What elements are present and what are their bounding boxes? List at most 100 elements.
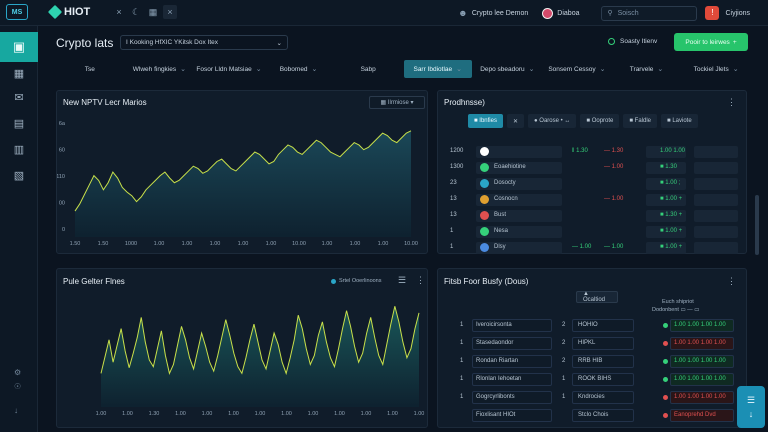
watchlist-row[interactable]: 23 Dosocty ■ 1.00 ; — [446, 178, 742, 191]
range-select[interactable]: ▦ Ilrmiose ▾ — [369, 96, 425, 109]
tab-9[interactable]: Tockiel Jlets ⌄ — [682, 60, 750, 78]
sidebar-item-docs[interactable]: ▤ — [13, 118, 25, 130]
trade-qty: 1 — [562, 394, 566, 400]
watchlist-row[interactable]: 1200 ‖ 1.30 — 1.30 1.00 1.00 — [446, 146, 742, 159]
tab-0[interactable]: Tse — [56, 60, 124, 78]
sidebar-item-mail[interactable]: ✉ — [14, 92, 24, 104]
tool-moon-icon[interactable]: ☾ — [131, 7, 141, 17]
chart-more-icon[interactable]: ⋮ — [416, 275, 425, 285]
mini-pill — [646, 210, 686, 222]
user-menu-1[interactable]: ☻ Crypto lee Demon — [458, 8, 528, 18]
tool-x-icon[interactable]: × — [163, 5, 177, 19]
volume-chart-title: Pule Gelter Flnes — [63, 277, 125, 286]
trade-pair-field[interactable] — [572, 373, 634, 386]
trade-row[interactable]: 1 Rlonlan Iehoetan 1 ROOK BIHS 1.00 1.00 1.0… — [448, 373, 740, 387]
x-tick-label: 1.00 — [210, 241, 221, 247]
watchlist-row[interactable]: 13 Cosnocn — 1.00 ■ 1.00 + — [446, 194, 742, 207]
watchlist-more-icon[interactable]: ⋮ — [727, 97, 736, 107]
floating-menu-button[interactable]: ☰ ↓ — [737, 386, 765, 428]
change-24h: — 1.00 — [604, 244, 624, 250]
tab-2[interactable]: Fosor Lldn Matsiae ⌄ — [195, 60, 263, 78]
sidebar-item-reports[interactable]: ▥ — [13, 144, 25, 156]
watchlist-tool-3[interactable]: ■ Ooprote — [580, 114, 620, 128]
action-pill[interactable] — [694, 146, 738, 158]
mini-pill — [646, 146, 686, 158]
notification-icon[interactable]: ! — [705, 6, 720, 20]
row-number: 23 — [450, 180, 457, 186]
tab-6[interactable]: Depo sbeadoru ⌄ — [474, 60, 542, 78]
watchlist-row[interactable]: 13 Bust ■ 1.30 + — [446, 210, 742, 223]
trade-name: Rlonlan Iehoetan — [476, 376, 522, 382]
tool-close-icon[interactable]: × — [116, 7, 122, 17]
action-pill[interactable] — [694, 194, 738, 206]
tab-8[interactable]: Trarvele ⌄ — [613, 60, 681, 78]
price-value: ■ 1.30 + — [660, 212, 683, 218]
center-filter-button[interactable]: ▲ Ocaltiod — [576, 291, 618, 303]
watchlist-tool-2[interactable]: ● Oarose • ↔ — [528, 114, 577, 128]
action-pill[interactable] — [694, 242, 738, 254]
trade-pair-field[interactable] — [572, 337, 634, 350]
tab-3[interactable]: Bobomed ⌄ — [265, 60, 333, 78]
x-tick-label: 1.00 — [266, 241, 277, 247]
watchlist-row[interactable]: 1300 Eoaehiotine — 1.00 ■ 1.30 — [446, 162, 742, 175]
scrollbar[interactable] — [755, 195, 759, 255]
trade-pair-field[interactable] — [572, 391, 634, 404]
tab-7[interactable]: Sonsem Cessoy ⌄ — [543, 60, 611, 78]
trade-row[interactable]: Fioxlisant HIOt Stclo Chois Eanoprehd Dvd — [448, 409, 740, 423]
price-value: ■ 1.00 + — [660, 244, 683, 250]
app-logo[interactable]: MS — [6, 4, 28, 20]
trade-name-field[interactable] — [472, 337, 552, 350]
action-pill[interactable] — [694, 178, 738, 190]
action-pill[interactable] — [694, 162, 738, 174]
x-tick-label: 1.00 — [387, 411, 398, 417]
chart-menu-icon[interactable]: ☰ — [398, 275, 407, 285]
x-tick-label: 1.00 — [122, 411, 133, 417]
user-3-label[interactable]: Ciyjions — [725, 9, 750, 17]
trade-row[interactable]: 1 Gogrcyrlibonts 1 Kndrocies 1.00 1.00 1.00 … — [448, 391, 740, 405]
trade-name-field[interactable] — [472, 355, 552, 368]
sidebar-item-files[interactable]: ▧ — [13, 170, 25, 182]
settings-icon[interactable]: ⚙ — [14, 368, 22, 377]
sidebar-item-home[interactable]: ▣ — [0, 32, 38, 62]
trade-row[interactable]: 1 Stasedaondor 2 HIPKL 1.00 1.00 1.00 1.00 — [448, 337, 740, 351]
watchlist-tool-0[interactable]: ■ Ibnfies — [468, 114, 503, 128]
tab-5[interactable]: Sarr Ibdiotlae ⌄ — [403, 60, 472, 78]
trade-name-field[interactable] — [472, 373, 552, 386]
trade-pair-field[interactable] — [572, 319, 634, 332]
trade-status-dot-icon — [663, 341, 668, 346]
search-input[interactable]: ⚲ Soisch — [601, 5, 698, 21]
sun-icon[interactable]: ☉ — [14, 382, 22, 391]
x-tick-label: 1.00 — [154, 241, 165, 247]
tool-grid-icon[interactable]: ▦ — [148, 7, 158, 17]
volume-chart: 1.00 1.00 1.30 1.00 1.00 1.00 1.00 1.00 1.00 1.00… — [96, 306, 424, 417]
trade-pair-field[interactable] — [572, 355, 634, 368]
trade-row[interactable]: 1 Rondan Riartan 2 RRB HIB 1.00 1.00 1.00 1.… — [448, 355, 740, 369]
action-pill[interactable] — [694, 210, 738, 222]
sidebar-item-grid[interactable]: ▦ — [13, 68, 25, 80]
y-tick-label: 6a — [59, 121, 66, 127]
trade-name-field[interactable] — [472, 391, 552, 404]
primary-action-button[interactable]: Pooir to leirwes + — [674, 33, 748, 51]
volume-legend: Srtel Ooerlinoons — [331, 278, 382, 284]
download-icon[interactable]: ↓ — [14, 406, 18, 415]
coin-name: Dosocty — [494, 180, 516, 186]
y-tick-label: 110 — [57, 174, 65, 180]
tab-4[interactable]: Sabp — [334, 60, 402, 78]
trade-name-field[interactable] — [472, 319, 552, 332]
watchlist-row[interactable]: 1 Nesa ■ 1.00 + — [446, 226, 742, 239]
trade-row[interactable]: 1 Iveroicirsonta 2 HOHIO 1.00 1.00 1.00 1.00 — [448, 319, 740, 333]
watchlist-tool-1[interactable]: ✕ — [506, 114, 524, 128]
watchlist-tool-4[interactable]: ■ Faldle — [623, 114, 658, 128]
tab-1[interactable]: Wlweh fingkies ⌄ — [126, 60, 194, 78]
action-pill[interactable] — [694, 226, 738, 238]
mini-pill — [646, 178, 686, 190]
price-chart-panel: New NPTV Lecr Marios ▦ Ilrmiose ▾ 6a 60 11… — [56, 90, 428, 254]
trade-value-field — [670, 373, 734, 386]
trades-more-icon[interactable]: ⋮ — [727, 276, 736, 286]
watchlist-tool-5[interactable]: ■ Laviote — [661, 114, 698, 128]
trade-pair-field[interactable] — [572, 409, 634, 422]
trade-name-field[interactable] — [472, 409, 552, 422]
user-menu-2[interactable]: Diaboa — [542, 7, 579, 19]
pair-select[interactable]: I Kooking HfXIC YKitsk Dox Itex ⌄ — [120, 35, 288, 50]
watchlist-row[interactable]: 1 Dlsy — 1.00 — 1.00 ■ 1.00 + — [446, 242, 742, 255]
